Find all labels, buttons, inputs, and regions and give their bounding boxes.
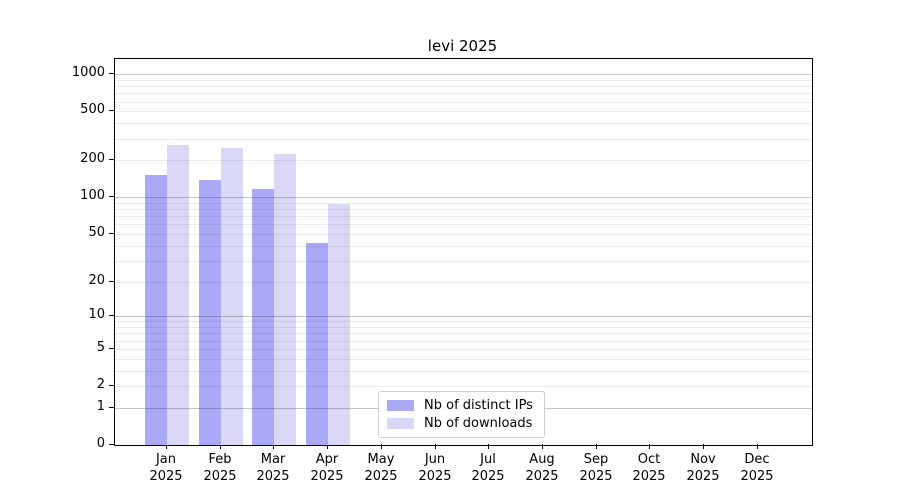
minor-gridline bbox=[115, 261, 812, 262]
minor-gridline bbox=[115, 111, 812, 112]
x-tick-label: Dec 2025 bbox=[740, 452, 774, 484]
y-tick-mark bbox=[109, 233, 114, 234]
y-tick-mark bbox=[109, 385, 114, 386]
y-tick-label: 20 bbox=[88, 273, 105, 288]
x-tick-label: Jun 2025 bbox=[418, 452, 452, 484]
chart-title: levi 2025 bbox=[427, 37, 498, 55]
y-tick-mark bbox=[109, 407, 114, 408]
minor-gridline bbox=[115, 349, 812, 350]
minor-gridline bbox=[115, 246, 812, 247]
bar-ips-feb bbox=[198, 179, 221, 445]
x-tick-mark bbox=[220, 444, 221, 449]
bar-downloads-jan bbox=[167, 144, 189, 445]
y-tick-mark bbox=[109, 315, 114, 316]
plot-area bbox=[114, 58, 813, 446]
x-tick-mark bbox=[381, 444, 382, 449]
minor-gridline bbox=[115, 234, 812, 235]
minor-gridline bbox=[115, 341, 812, 342]
bar-downloads-feb bbox=[220, 148, 243, 445]
x-tick-mark bbox=[542, 444, 543, 449]
minor-gridline bbox=[115, 102, 812, 103]
minor-gridline bbox=[115, 86, 812, 87]
x-tick-mark bbox=[327, 444, 328, 449]
x-tick-mark bbox=[435, 444, 436, 449]
x-tick-label: Sep 2025 bbox=[579, 452, 613, 484]
x-tick-mark bbox=[757, 444, 758, 449]
minor-gridline bbox=[115, 160, 812, 161]
minor-gridline bbox=[115, 371, 812, 372]
x-tick-label: Nov 2025 bbox=[686, 452, 720, 484]
major-gridline bbox=[115, 74, 812, 75]
minor-gridline bbox=[115, 93, 812, 94]
minor-gridline bbox=[115, 216, 812, 217]
bar-ips-apr bbox=[306, 243, 329, 445]
bar-downloads-apr bbox=[328, 204, 351, 445]
minor-gridline bbox=[115, 139, 812, 140]
y-tick-mark bbox=[109, 110, 114, 111]
legend-entry: Nb of distinct IPs bbox=[387, 398, 536, 413]
y-tick-label: 200 bbox=[80, 151, 105, 166]
minor-gridline bbox=[115, 386, 812, 387]
y-tick-mark bbox=[109, 196, 114, 197]
x-tick-label: Jul 2025 bbox=[471, 452, 505, 484]
major-gridline bbox=[115, 316, 812, 317]
bar-ips-jan bbox=[145, 175, 167, 445]
y-tick-mark bbox=[109, 348, 114, 349]
y-tick-label: 0 bbox=[96, 436, 105, 451]
y-tick-label: 100 bbox=[80, 188, 105, 203]
minor-gridline bbox=[115, 282, 812, 283]
grid-layer bbox=[115, 59, 812, 445]
minor-gridline bbox=[115, 123, 812, 124]
minor-gridline bbox=[115, 321, 812, 322]
x-tick-label: May 2025 bbox=[364, 452, 398, 484]
minor-gridline bbox=[115, 333, 812, 334]
legend-swatch-icon bbox=[387, 418, 414, 430]
legend-label: Nb of downloads bbox=[424, 416, 533, 432]
minor-gridline bbox=[115, 209, 812, 210]
y-tick-label: 500 bbox=[80, 102, 105, 117]
bar-downloads-mar bbox=[274, 154, 297, 445]
minor-gridline bbox=[115, 224, 812, 225]
legend-swatch-icon bbox=[387, 399, 414, 411]
y-tick-label: 1 bbox=[96, 399, 105, 414]
y-tick-mark bbox=[109, 281, 114, 282]
x-tick-label: Aug 2025 bbox=[525, 452, 559, 484]
x-tick-mark bbox=[596, 444, 597, 449]
x-tick-label: Jan 2025 bbox=[149, 452, 183, 484]
y-tick-label: 10 bbox=[88, 307, 105, 322]
y-tick-mark bbox=[109, 444, 114, 445]
minor-gridline bbox=[115, 359, 812, 360]
bars-layer bbox=[115, 59, 812, 445]
y-tick-label: 50 bbox=[88, 225, 105, 240]
y-tick-mark bbox=[109, 73, 114, 74]
y-tick-label: 1000 bbox=[71, 65, 105, 80]
x-tick-mark bbox=[273, 444, 274, 449]
legend-label: Nb of distinct IPs bbox=[424, 397, 533, 413]
y-tick-label: 2 bbox=[96, 377, 105, 392]
minor-gridline bbox=[115, 327, 812, 328]
minor-gridline bbox=[115, 203, 812, 204]
x-tick-label: Oct 2025 bbox=[632, 452, 666, 484]
minor-gridline bbox=[115, 80, 812, 81]
x-tick-label: Feb 2025 bbox=[203, 452, 237, 484]
x-tick-label: Apr 2025 bbox=[310, 452, 344, 484]
major-gridline bbox=[115, 197, 812, 198]
bar-ips-mar bbox=[252, 188, 275, 445]
y-tick-label: 5 bbox=[96, 340, 105, 355]
x-tick-mark bbox=[649, 444, 650, 449]
x-tick-label: Mar 2025 bbox=[256, 452, 290, 484]
legend: Nb of distinct IPs Nb of downloads bbox=[378, 391, 545, 438]
x-tick-mark bbox=[166, 444, 167, 449]
x-tick-mark bbox=[703, 444, 704, 449]
legend-entry: Nb of downloads bbox=[387, 416, 536, 431]
x-tick-mark bbox=[488, 444, 489, 449]
y-tick-mark bbox=[109, 159, 114, 160]
